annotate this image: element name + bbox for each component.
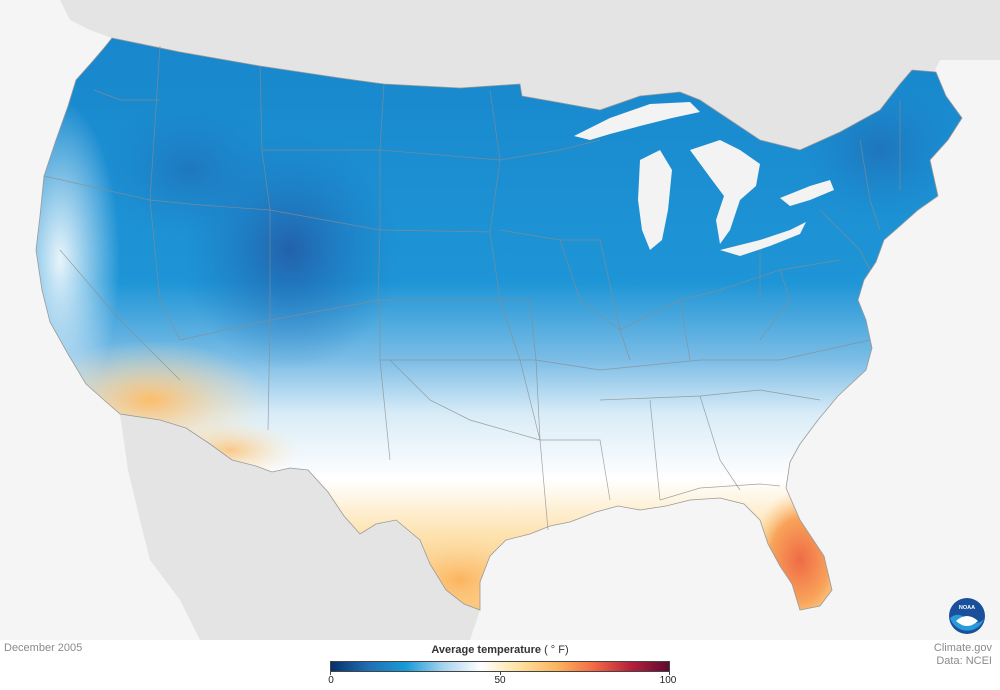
legend-tick-label-mid: 50 [494,675,506,686]
noaa-logo-icon: NOAA [949,598,985,634]
legend-title: Average temperature ( ° F) [330,644,670,656]
legend-tick-label-max: 100 [659,675,677,686]
footer: December 2005 Average temperature ( ° F)… [0,640,1000,690]
noaa-logo-text: NOAA [959,605,975,611]
legend-tick-mark [330,672,331,675]
credit-data-source: Data: NCEI [936,655,992,667]
mexico-landmass [120,414,480,640]
map-date: December 2005 [4,642,83,654]
state-borders [43,45,901,531]
credit-site: Climate.gov [933,642,992,654]
legend-tick-mark [500,672,501,675]
canada-landmass [60,0,1000,150]
legend-unit: ( ° F) [544,644,569,656]
temperature-map [35,0,1000,640]
great-lakes [574,102,834,256]
legend-color-bar [330,661,670,672]
map-credit: Climate.gov Data: NCEI [934,642,992,668]
legend-tick-label-min: 0 [328,675,334,686]
legend-tick-mark [669,672,670,675]
map-canvas [35,0,1000,640]
legend-title-text: Average temperature [431,644,541,656]
temperature-legend: Average temperature ( ° F) 0 50 100 [328,644,676,688]
